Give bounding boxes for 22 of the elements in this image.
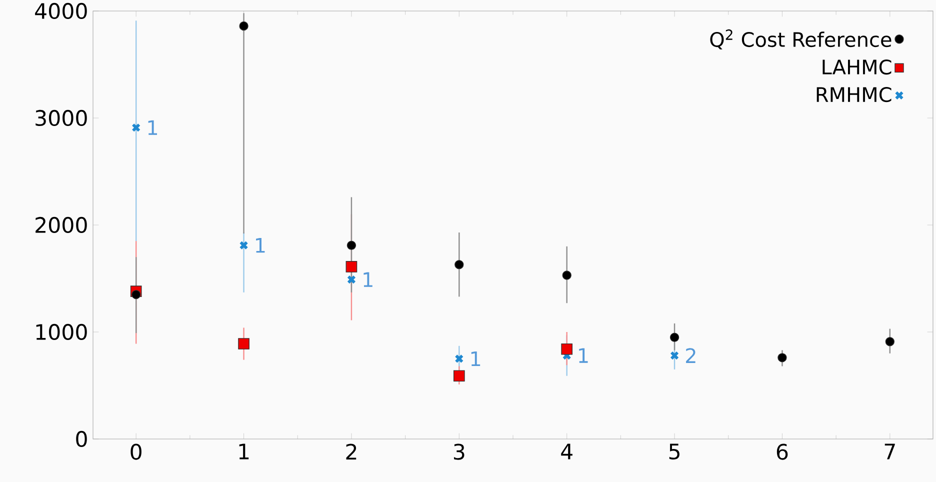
x-tick-label: 3 [454,444,464,460]
y-tick-label: 2000 [36,216,87,234]
x-tick-label: 0 [130,444,142,460]
annotation: 1 [364,272,372,287]
legend-label: RMHMC [816,86,892,102]
annotation: 1 [148,120,158,135]
y-tick-label: 0 [76,430,87,448]
x-tick-label: 4 [561,444,572,460]
annotation: 1 [579,348,588,363]
x-tick-label: 1 [239,444,249,460]
x-tick-label: 2 [346,444,356,460]
x-tick-label: 7 [884,444,895,460]
y-tick-label: 4000 [35,2,87,20]
annotation: 1 [471,351,480,366]
y-tick-label: 3000 [36,110,87,126]
y-tick-label: 1000 [36,324,87,340]
annotation: 2 [686,348,696,363]
annotation: 1 [256,238,265,253]
x-tick-label: 6 [776,444,788,460]
legend-label: Q$^{2}$ Cost Reference [710,29,892,50]
x-tick-label: 5 [669,444,680,460]
legend-label: LAHMC [822,59,892,75]
